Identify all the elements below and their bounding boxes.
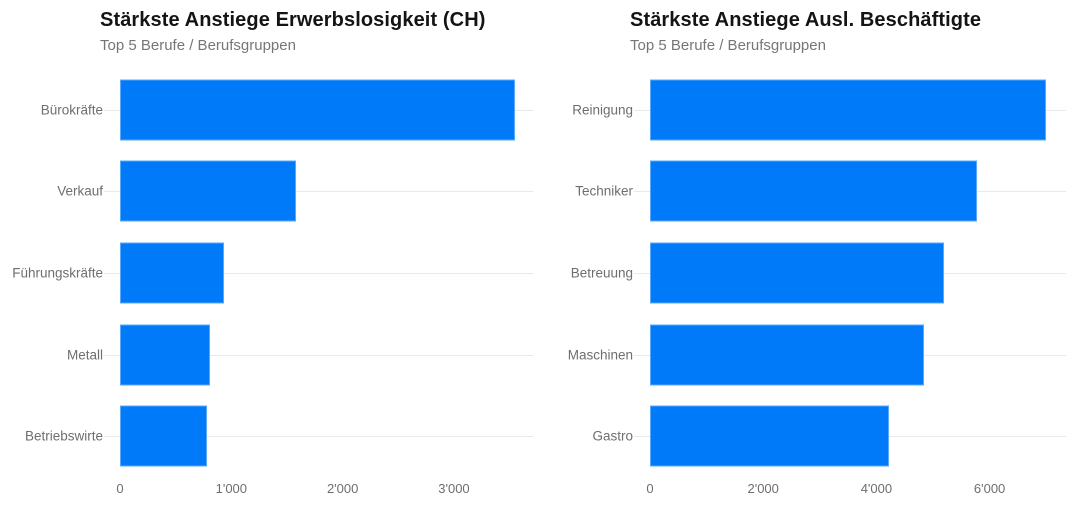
chart-row: Metall — [67, 314, 533, 396]
x-axis: 0 2'000 4'000 6'000 — [646, 481, 1066, 501]
chart-row: Betriebswirte — [25, 395, 533, 477]
chart-unemployment: Stärkste Anstiege Erwerbslosigkeit (CH) … — [0, 0, 533, 511]
chart-subtitle: Top 5 Berufe / Berufsgruppen — [630, 37, 826, 54]
bar — [120, 242, 224, 304]
x-tick-label: 1'000 — [215, 481, 248, 496]
chart-title: Stärkste Anstiege Ausl. Beschäftigte — [630, 9, 982, 31]
plot-area: Reinigung Techniker Betreuung Maschinen Gast… — [568, 69, 1066, 477]
category-label: Betreuung — [570, 265, 633, 281]
chart-row: Betreuung — [571, 232, 1066, 314]
category-label: Reinigung — [572, 102, 633, 118]
row-gridline — [104, 191, 533, 193]
chart-header: Stärkste Anstiege Erwerbslosigkeit (CH) … — [100, 8, 533, 54]
bar — [650, 79, 1047, 141]
chart-row: Techniker — [575, 151, 1066, 233]
chart-row: Verkauf — [57, 151, 533, 233]
chart-row: Bürokräfte — [41, 69, 533, 151]
chart-subtitle: Top 5 Berufe / Berufsgruppen — [100, 37, 296, 54]
row-gridline — [104, 436, 533, 438]
category-label: Gastro — [592, 428, 633, 444]
bar — [650, 242, 944, 304]
x-tick-label: 4'000 — [860, 481, 893, 496]
bar — [650, 324, 924, 386]
chart-row: Reinigung — [572, 69, 1066, 151]
category-label: Verkauf — [57, 183, 103, 199]
category-label: Führungskräfte — [12, 265, 103, 281]
x-tick-label: 2'000 — [326, 481, 359, 496]
plot-area: Bürokräfte Verkauf Führungskräfte Metall Bet… — [12, 69, 533, 477]
x-tick-label: 3'000 — [438, 481, 470, 496]
x-axis: 0 1'000 2'000 3'000 — [116, 481, 533, 501]
bar — [120, 79, 516, 141]
row-gridline — [104, 272, 533, 274]
chart-title: Stärkste Anstiege Erwerbslosigkeit (CH) — [100, 9, 486, 31]
category-label: Maschinen — [567, 347, 633, 363]
x-tick-label: 0 — [646, 481, 654, 496]
category-label: Metall — [66, 347, 103, 363]
bar — [120, 160, 296, 222]
bar — [120, 405, 207, 467]
x-tick-label: 6'000 — [973, 481, 1006, 496]
bar — [650, 160, 978, 222]
category-label: Bürokräfte — [40, 102, 103, 118]
bar — [120, 324, 211, 386]
bar — [650, 405, 889, 467]
chart-foreign-employees: Stärkste Anstiege Ausl. Beschäftigte Top… — [530, 0, 1066, 511]
chart-row: Gastro — [592, 395, 1066, 477]
x-tick-label: 0 — [116, 481, 124, 496]
x-tick-label: 2'000 — [747, 481, 779, 496]
category-label: Techniker — [575, 183, 633, 199]
chart-row: Führungskräfte — [12, 232, 533, 314]
chart-row: Maschinen — [568, 314, 1066, 396]
category-label: Betriebswirte — [24, 428, 103, 444]
row-gridline — [104, 354, 533, 356]
chart-header: Stärkste Anstiege Ausl. Beschäftigte Top… — [630, 8, 1066, 54]
